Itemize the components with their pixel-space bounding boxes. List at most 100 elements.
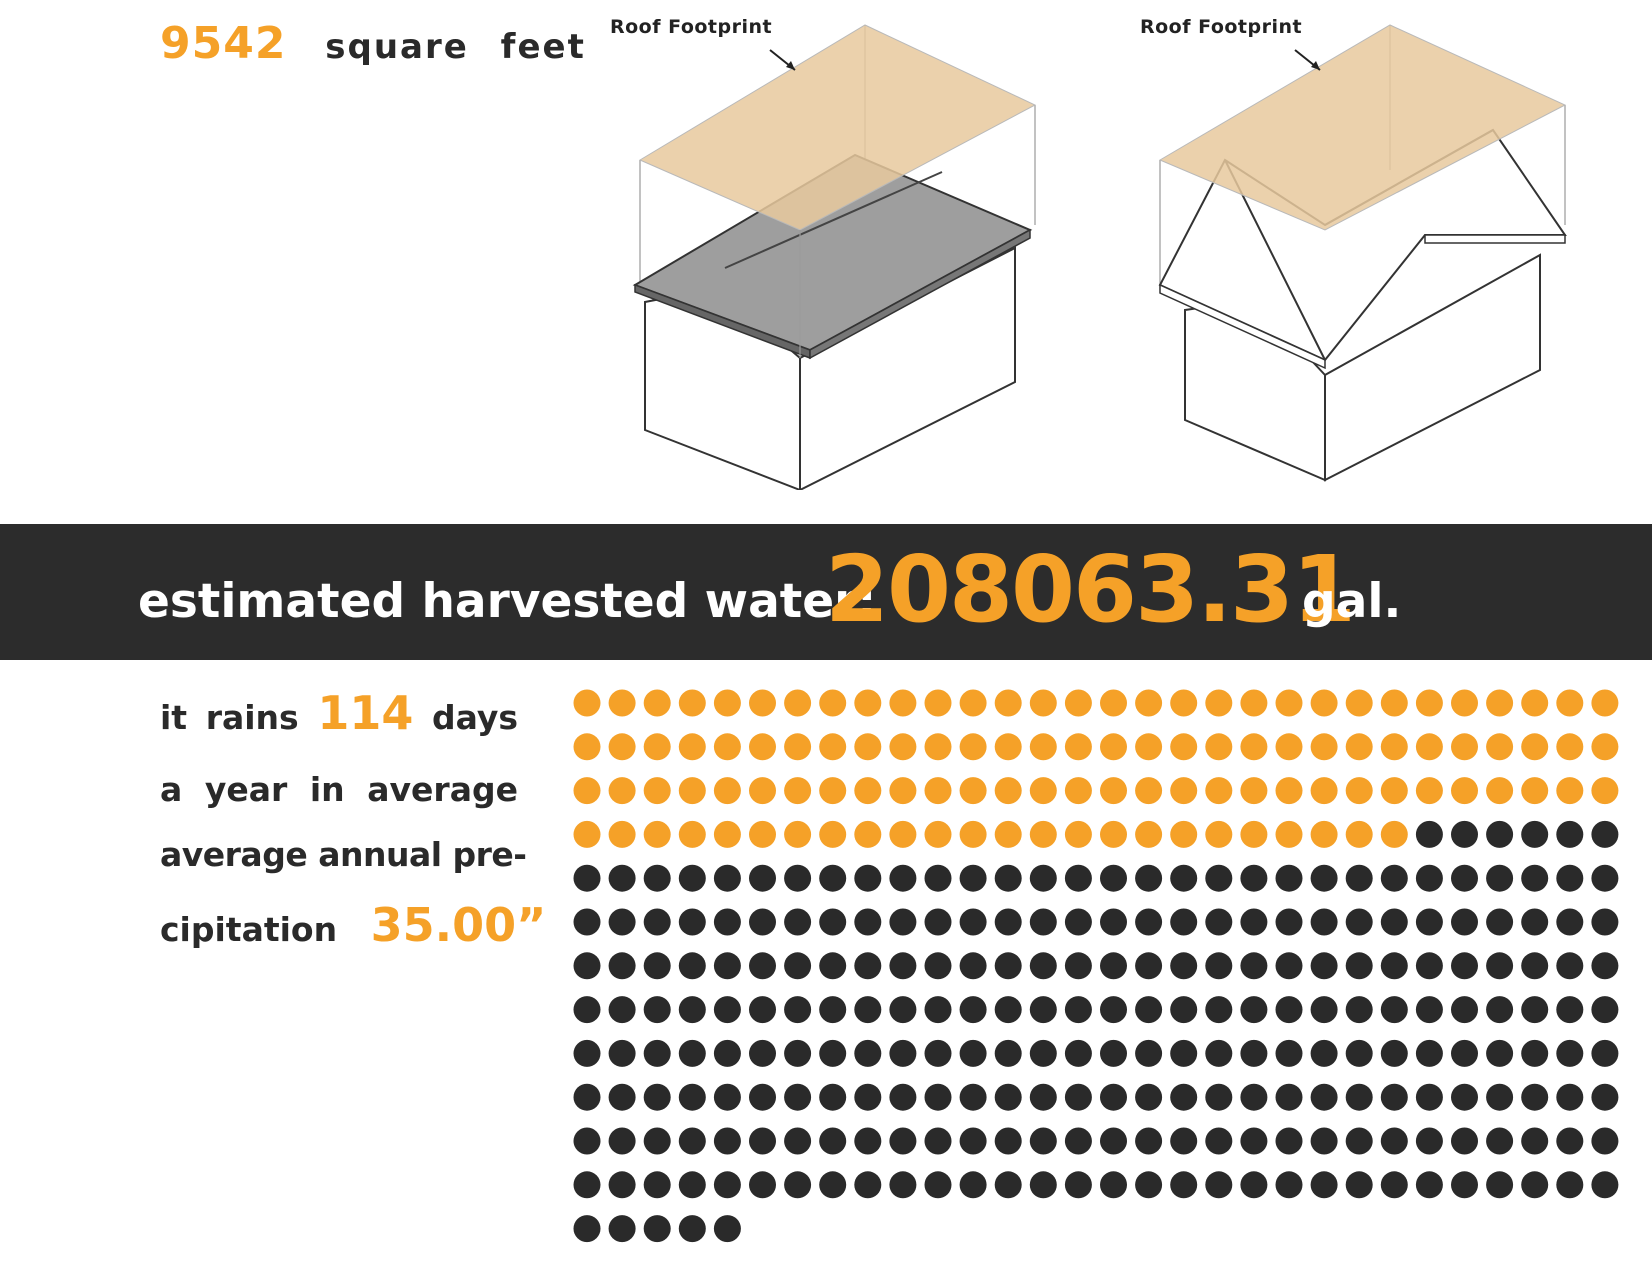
dry-day-dot <box>1100 1127 1127 1155</box>
rain-day-dot <box>959 689 987 717</box>
dry-day-dot <box>854 952 882 980</box>
dry-day-dot <box>1240 996 1268 1024</box>
dry-day-dot <box>1310 952 1338 980</box>
dry-day-dot <box>994 952 1022 980</box>
rain-day-dot <box>1451 777 1478 805</box>
dry-day-dot <box>924 1083 952 1111</box>
rain-day-dot <box>1135 820 1163 848</box>
dry-day-dot <box>1310 1171 1338 1199</box>
dry-day-dot <box>1591 864 1619 892</box>
rain-day-dot <box>573 733 601 761</box>
rain-day-dot <box>643 820 671 848</box>
dry-day-dot <box>1135 864 1163 892</box>
dry-day-dot <box>1556 1171 1584 1199</box>
rain-day-dot <box>1521 777 1549 805</box>
dry-day-dot <box>1415 908 1443 936</box>
dry-day-dot <box>1170 1171 1198 1199</box>
dry-day-dot <box>1064 1039 1092 1067</box>
rain-day-dot <box>854 820 882 848</box>
dry-day-dot <box>1275 952 1303 980</box>
rain-day-dot <box>924 733 952 761</box>
rain-day-dot <box>1205 820 1233 848</box>
dry-day-dot <box>924 996 952 1024</box>
dry-day-dot <box>1205 864 1233 892</box>
rain-day-dot <box>749 733 776 761</box>
rain-day-dot <box>924 777 952 805</box>
dry-day-dot <box>643 1083 671 1111</box>
rain-day-dot <box>1591 689 1619 717</box>
dry-day-dot <box>1064 908 1092 936</box>
dry-day-dot <box>889 996 917 1024</box>
rain-day-dot <box>959 777 987 805</box>
rain-day-dot <box>713 733 741 761</box>
dry-day-dot <box>994 908 1022 936</box>
dry-day-dot <box>1451 996 1478 1024</box>
dry-day-dot <box>1310 996 1338 1024</box>
dry-day-dot <box>1521 1171 1549 1199</box>
dry-day-dot <box>643 952 671 980</box>
dry-day-dot <box>713 1039 741 1067</box>
dry-day-dot <box>1415 1127 1443 1155</box>
roof-area-value: 9542 <box>160 18 287 69</box>
dry-day-dot <box>1135 1083 1163 1111</box>
dry-day-dot <box>1415 864 1443 892</box>
dry-day-dot <box>1275 1127 1303 1155</box>
rain-day-dot <box>608 820 636 848</box>
dry-day-dot <box>959 1171 987 1199</box>
dry-day-dot <box>924 864 952 892</box>
rain-day-dot <box>1029 820 1057 848</box>
rain-day-dot <box>1135 689 1163 717</box>
dry-day-dot <box>784 1039 812 1067</box>
rain-day-dot <box>1486 777 1514 805</box>
dry-day-dot <box>749 864 776 892</box>
dry-day-dot <box>819 1127 847 1155</box>
dry-day-dot <box>1451 908 1478 936</box>
dry-day-dot <box>573 996 601 1024</box>
rain-day-dot <box>1029 689 1057 717</box>
rain-day-dot <box>1205 777 1233 805</box>
dry-day-dot <box>713 952 741 980</box>
rain-day-dot <box>819 777 847 805</box>
dry-day-dot <box>1380 952 1408 980</box>
rain-day-dot <box>1310 689 1338 717</box>
dry-day-dot <box>819 908 847 936</box>
dry-day-dot <box>1591 1127 1619 1155</box>
dry-day-dot <box>1064 1127 1092 1155</box>
dry-day-dot <box>1064 952 1092 980</box>
dry-day-dot <box>1345 952 1373 980</box>
dry-day-dot <box>1556 952 1584 980</box>
dry-day-dot <box>573 1039 601 1067</box>
dry-day-dot <box>1170 952 1198 980</box>
rain-day-dot <box>994 777 1022 805</box>
dry-day-dot <box>924 908 952 936</box>
dry-day-dot <box>1380 996 1408 1024</box>
rain-day-dot <box>1380 689 1408 717</box>
rain-day-dot <box>1380 777 1408 805</box>
dry-day-dot <box>889 908 917 936</box>
dry-day-dot <box>608 1215 636 1243</box>
dry-day-dot <box>1591 1171 1619 1199</box>
dry-day-dot <box>854 1171 882 1199</box>
dry-day-dot <box>1486 996 1514 1024</box>
dry-day-dot <box>1064 1083 1092 1111</box>
dry-day-dot <box>1415 1171 1443 1199</box>
dry-day-dot <box>1310 1039 1338 1067</box>
dry-day-dot <box>784 996 812 1024</box>
dry-day-dot <box>608 1039 636 1067</box>
dry-day-dot <box>994 1171 1022 1199</box>
rain-day-dot <box>1521 689 1549 717</box>
rain-word-it: it <box>160 698 188 737</box>
rain-day-dot <box>1240 777 1268 805</box>
dry-day-dot <box>1170 996 1198 1024</box>
rain-day-dot <box>1345 777 1373 805</box>
dry-day-dot <box>1064 996 1092 1024</box>
dry-day-dot <box>889 1127 917 1155</box>
rain-day-dot <box>713 820 741 848</box>
dry-day-dot <box>573 1127 601 1155</box>
rain-day-dot <box>889 820 917 848</box>
rain-day-dot <box>1064 733 1092 761</box>
rain-day-dot <box>889 733 917 761</box>
rain-day-dot <box>1521 733 1549 761</box>
dry-day-dot <box>889 1083 917 1111</box>
dry-day-dot <box>608 1171 636 1199</box>
